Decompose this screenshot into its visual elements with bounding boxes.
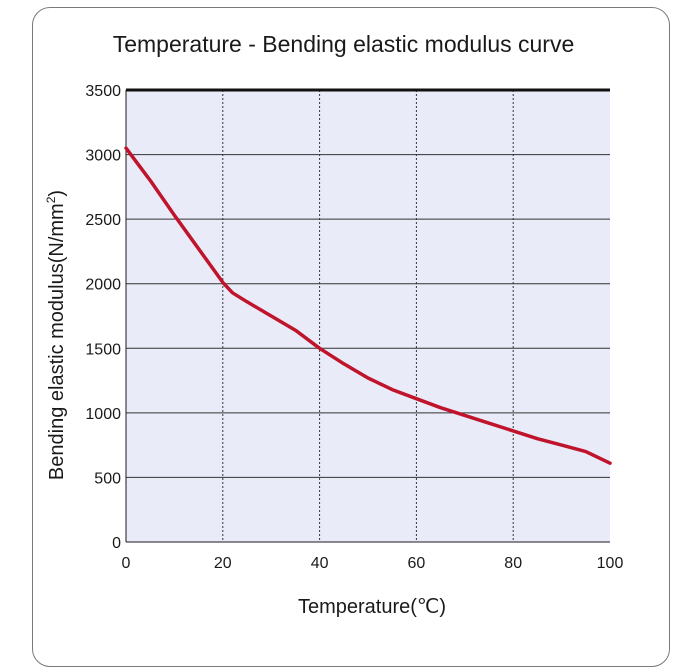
- plot-area: [126, 90, 610, 542]
- x-tick-label: 0: [122, 555, 131, 572]
- x-tick-labels: 0 20 40 60 80 100: [122, 555, 624, 572]
- y-tick-label: 3500: [85, 83, 121, 100]
- y-tick-label: 1000: [85, 406, 121, 423]
- x-tick-label: 20: [214, 555, 232, 572]
- x-tick-label: 40: [311, 555, 329, 572]
- y-tick-label: 500: [94, 470, 121, 487]
- y-tick-label: 0: [112, 535, 121, 552]
- y-axis-label: Bending elastic modulus(N/mm2): [44, 190, 68, 480]
- y-axis-label-close: ): [46, 190, 68, 197]
- x-axis-label: Temperature(℃): [298, 596, 446, 618]
- y-axis-label-main: Bending elastic modulus(N/mm: [46, 203, 68, 480]
- y-tick-label: 1500: [85, 341, 121, 358]
- y-tick-label: 2000: [85, 277, 121, 294]
- y-tick-label: 3000: [85, 148, 121, 165]
- x-tick-label: 60: [408, 555, 426, 572]
- y-tick-label: 2500: [85, 212, 121, 229]
- x-tick-label: 100: [597, 555, 624, 572]
- y-tick-labels: 0 500 1000 1500 2000 2500 3000 3500: [85, 83, 121, 552]
- chart-svg: 0 500 1000 1500 2000 2500 3000 3500 0 20 40 60 80 10…: [0, 0, 687, 653]
- x-tick-label: 80: [504, 555, 522, 572]
